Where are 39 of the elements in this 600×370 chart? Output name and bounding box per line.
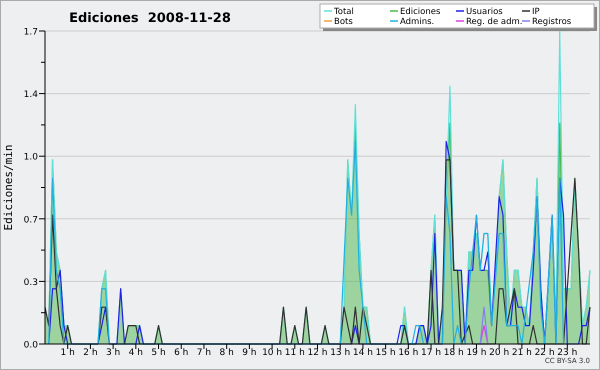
x-tick-label: 5 h <box>151 348 166 358</box>
x-tick-label: 8 h <box>220 348 234 358</box>
x-tick-label: 9 h <box>242 348 257 358</box>
x-tick-label: 13 h <box>330 348 350 358</box>
x-tick-label: 15 h <box>376 348 396 358</box>
legend-label: IP <box>532 7 540 17</box>
x-tick-label: 7 h <box>196 348 212 358</box>
legend-label: Usuarios <box>466 7 504 17</box>
y-tick-label: 0.3 <box>24 278 38 288</box>
x-tick-label: 23 h <box>557 348 578 358</box>
x-tick-label: 4 h <box>128 348 143 358</box>
legend-label: Ediciones <box>400 7 441 17</box>
x-tick-label: 19 h <box>466 348 486 358</box>
x-tick-label: 22 h <box>534 348 555 358</box>
legend-label: Reg. de adm. <box>466 17 522 27</box>
y-tick-label: 1.7 <box>24 28 38 38</box>
x-tick-label: 6 h <box>174 348 188 358</box>
x-tick-label: 3 h <box>106 348 120 358</box>
y-tick-label: 0.7 <box>24 215 38 226</box>
y-tick-label: 1.4 <box>24 90 38 100</box>
x-tick-label: 16 h <box>398 348 418 358</box>
x-tick-label: 18 h <box>444 348 464 358</box>
x-tick-label: 10 h <box>262 348 282 358</box>
x-tick-label: 21 h <box>512 348 532 358</box>
x-tick-label: 20 h <box>489 348 510 358</box>
x-tick-label: 11 h <box>284 348 305 358</box>
x-tick-label: 17 h <box>421 348 442 358</box>
x-tick-label: 1 h <box>60 348 75 358</box>
legend-label: Total <box>333 7 354 17</box>
y-tick-label: 1.0 <box>24 152 38 163</box>
legend-label: Registros <box>532 17 572 27</box>
chart-title: Ediciones 2008-11-28 <box>69 11 231 26</box>
y-axis-title: Ediciones/min <box>2 144 15 231</box>
x-tick-label: 12 h <box>307 348 328 358</box>
x-tick-label: 14 h <box>352 348 373 358</box>
y-tick-label: 0.0 <box>24 340 38 350</box>
x-tick-label: 2 h <box>83 348 98 358</box>
legend-label: Admins. <box>400 17 434 27</box>
legend-label: Bots <box>334 17 354 27</box>
